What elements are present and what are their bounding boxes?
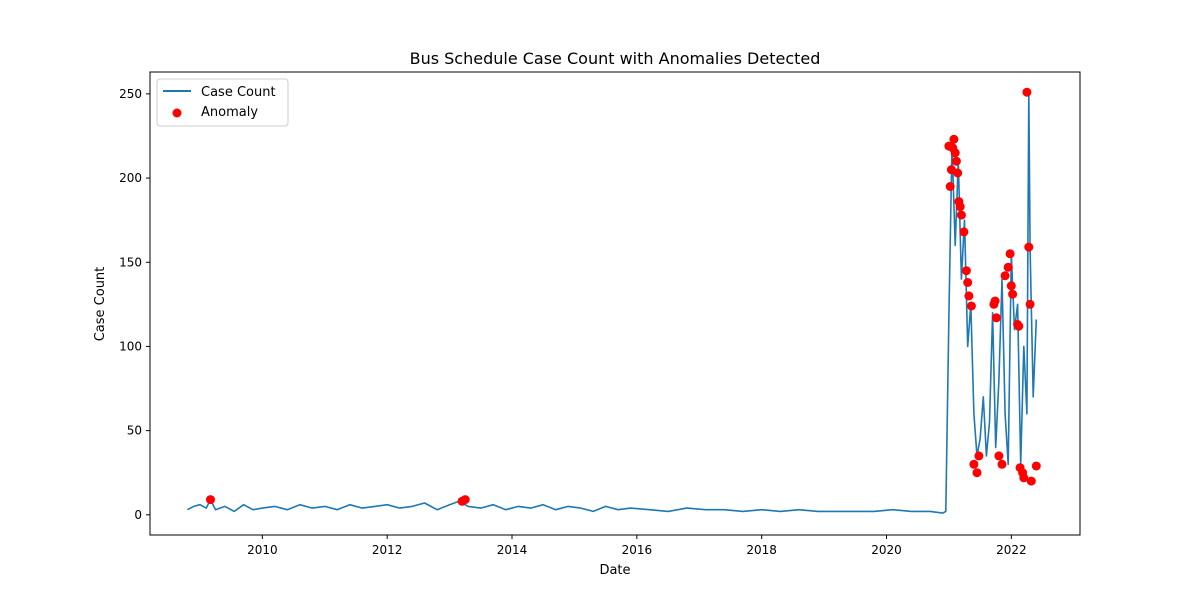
anomaly-point [953, 168, 963, 178]
x-tick-label: 2010 [247, 543, 278, 557]
anomaly-point [1024, 242, 1034, 252]
anomaly-point [951, 156, 961, 166]
case-count-line [187, 91, 1038, 514]
y-tick-label: 200 [119, 171, 142, 185]
x-axis-label: Date [599, 563, 630, 578]
anomaly-point [945, 182, 955, 191]
legend-label-case-count: Case Count [201, 85, 276, 100]
anomaly-point [961, 266, 971, 276]
legend: Case Count Anomaly [156, 78, 289, 127]
x-tick-label: 2012 [372, 543, 403, 557]
anomaly-point [1026, 476, 1036, 486]
x-tick-label: 2020 [871, 543, 902, 557]
x-axis: 2010 2012 2014 2016 2018 2020 2022 [247, 535, 1027, 557]
anomaly-point [972, 468, 982, 478]
anomaly-point [1006, 281, 1016, 291]
anomaly-point [964, 291, 974, 301]
legend-label-anomaly: Anomaly [201, 105, 258, 120]
anomaly-point [1000, 271, 1010, 281]
anomaly-point [991, 313, 1001, 323]
anomaly-point [955, 202, 965, 212]
y-tick-label: 250 [119, 87, 142, 101]
chart-title: Bus Schedule Case Count with Anomalies D… [410, 49, 821, 68]
y-tick-label: 150 [119, 255, 142, 269]
anomaly-point [206, 495, 215, 505]
anomaly-point [1031, 461, 1041, 471]
anomaly-point [966, 301, 976, 311]
anomaly-point [997, 459, 1007, 469]
legend-anomaly-swatch [172, 108, 182, 118]
anomaly-point [1003, 262, 1013, 272]
anomaly-point [990, 296, 1000, 306]
anomaly-point [974, 451, 984, 461]
anomaly-point [994, 451, 1004, 461]
x-tick-label: 2022 [996, 543, 1027, 557]
anomaly-point [959, 227, 969, 237]
anomaly-point [1025, 299, 1035, 309]
plot-area [187, 87, 1041, 514]
x-tick-label: 2016 [622, 543, 653, 557]
anomaly-point [1014, 321, 1024, 331]
anomaly-point [1022, 87, 1032, 97]
y-tick-label: 50 [127, 424, 142, 438]
plot-frame [149, 71, 1081, 536]
y-tick-label: 100 [119, 339, 142, 353]
anomaly-point [963, 278, 973, 287]
y-axis: 0 50 100 150 200 250 [119, 87, 150, 522]
anomaly-point [956, 210, 966, 220]
anomaly-point [949, 134, 959, 144]
anomaly-point [1019, 473, 1029, 483]
anomaly-point [460, 495, 470, 505]
x-tick-label: 2018 [746, 543, 777, 557]
y-tick-label: 0 [134, 508, 142, 522]
anomaly-point [1008, 289, 1018, 299]
x-tick-label: 2014 [497, 543, 528, 557]
y-axis-label: Case Count [93, 267, 108, 342]
anomaly-point [950, 148, 960, 158]
anomaly-point [1005, 249, 1015, 259]
anomaly-point [969, 459, 979, 469]
